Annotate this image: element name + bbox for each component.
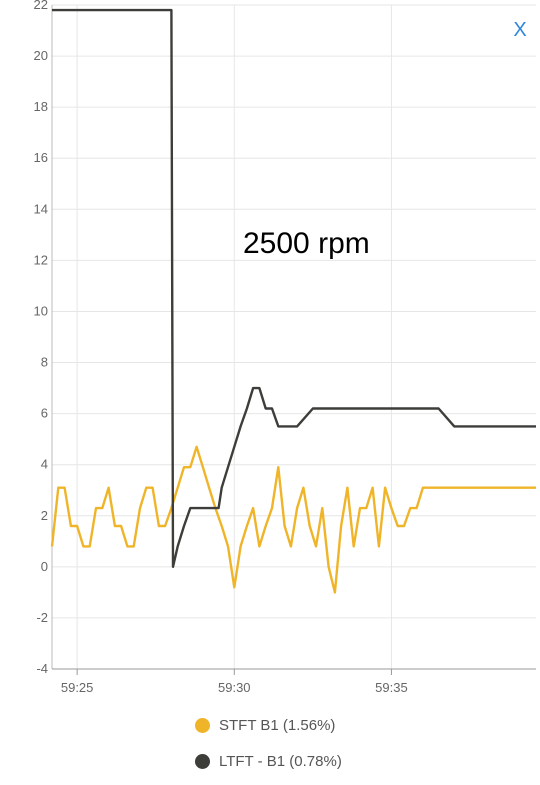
y-tick-label: 10 bbox=[34, 303, 48, 318]
y-tick-label: -4 bbox=[36, 661, 48, 676]
x-tick-label: 59:35 bbox=[375, 680, 408, 695]
grid-lines bbox=[52, 4, 536, 670]
legend-item-stft[interactable]: STFT B1 (1.56%) bbox=[195, 713, 342, 737]
y-tick-label: 2 bbox=[41, 508, 48, 523]
y-tick-label: 4 bbox=[41, 457, 48, 472]
ltft-dot-icon bbox=[195, 753, 210, 769]
rpm-annotation: 2500 rpm bbox=[243, 227, 370, 260]
y-tick-label: 16 bbox=[34, 150, 48, 165]
legend-label-stft: STFT B1 (1.56%) bbox=[219, 716, 336, 734]
x-tick-label: 59:30 bbox=[218, 680, 251, 695]
axes bbox=[51, 5, 536, 675]
stft-dot-icon bbox=[195, 717, 210, 733]
y-tick-label: 20 bbox=[34, 48, 48, 63]
y-tick-label: 22 bbox=[34, 0, 48, 12]
y-tick-label: 6 bbox=[41, 406, 48, 421]
series-lines bbox=[50, 8, 536, 594]
y-tick-label: 12 bbox=[34, 252, 48, 267]
legend-item-ltft[interactable]: LTFT - B1 (0.78%) bbox=[195, 749, 342, 773]
y-tick-label: -2 bbox=[36, 610, 48, 625]
chart: -4 -2 0 2 4 6 8 10 12 14 16 18 20 22 59:25 59:30 59:35 2… bbox=[34, 0, 536, 695]
x-tick-label: 59:25 bbox=[61, 680, 94, 695]
y-tick-label: 0 bbox=[41, 559, 48, 574]
legend: STFT B1 (1.56%) LTFT - B1 (0.78%) bbox=[195, 713, 342, 785]
tick-labels: -4 -2 0 2 4 6 8 10 12 14 16 18 20 22 59:25 59:30 59:35 bbox=[34, 0, 408, 695]
stft-series-line bbox=[50, 445, 536, 594]
legend-label-ltft: LTFT - B1 (0.78%) bbox=[219, 752, 342, 770]
y-tick-label: 18 bbox=[34, 99, 48, 114]
ltft-series-line bbox=[52, 8, 536, 568]
y-tick-label: 14 bbox=[34, 201, 48, 216]
close-button[interactable]: X bbox=[513, 19, 527, 41]
y-tick-label: 8 bbox=[41, 355, 48, 370]
